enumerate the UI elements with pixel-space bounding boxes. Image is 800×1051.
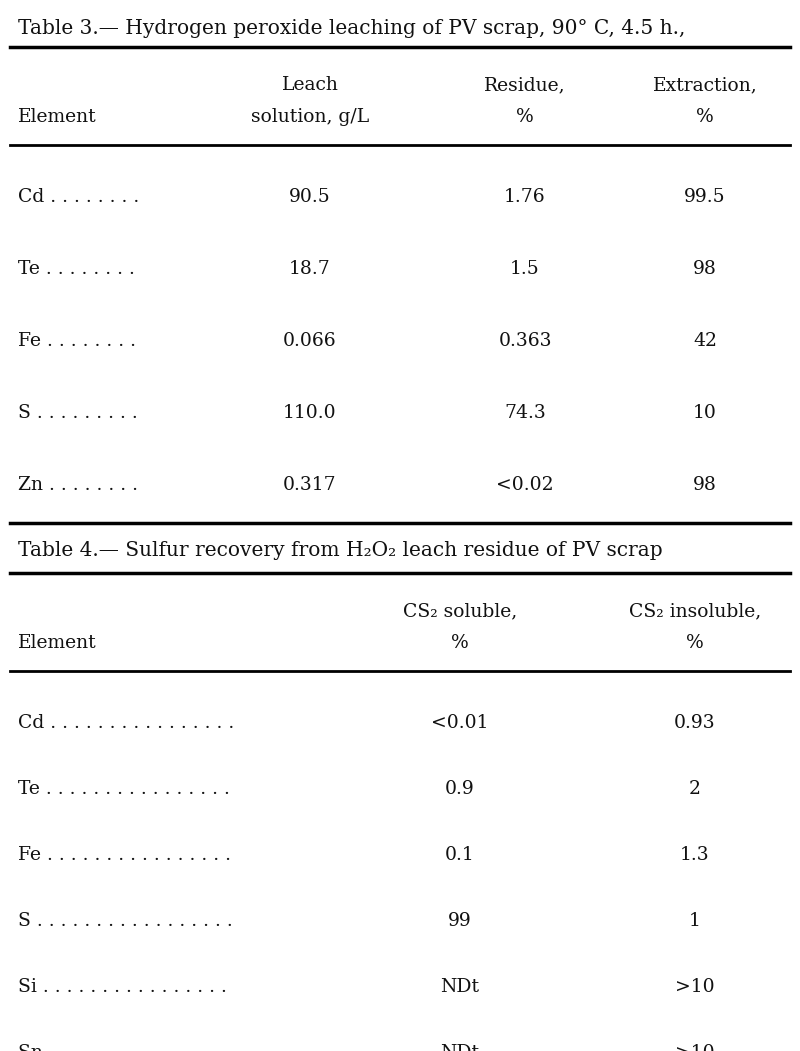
Text: 98: 98 xyxy=(693,476,717,494)
Text: S . . . . . . . . . . . . . . . . .: S . . . . . . . . . . . . . . . . . xyxy=(18,912,233,930)
Text: NDt: NDt xyxy=(441,1044,479,1051)
Text: Table 3.— Hydrogen peroxide leaching of PV scrap, 90° C, 4.5 h.,: Table 3.— Hydrogen peroxide leaching of … xyxy=(18,19,686,38)
Text: 74.3: 74.3 xyxy=(504,404,546,423)
Text: Te . . . . . . . . . . . . . . . .: Te . . . . . . . . . . . . . . . . xyxy=(18,780,230,798)
Text: Zn . . . . . . . .: Zn . . . . . . . . xyxy=(18,476,138,494)
Text: Leach: Leach xyxy=(282,76,338,94)
Text: Sn . . . . . . . . . . . . . . . .: Sn . . . . . . . . . . . . . . . . xyxy=(18,1044,233,1051)
Text: CS₂ soluble,: CS₂ soluble, xyxy=(403,602,517,620)
Text: Si . . . . . . . . . . . . . . . .: Si . . . . . . . . . . . . . . . . xyxy=(18,978,227,996)
Text: 0.066: 0.066 xyxy=(283,332,337,350)
Text: 1: 1 xyxy=(689,912,701,930)
Text: >10: >10 xyxy=(675,1044,715,1051)
Text: 0.1: 0.1 xyxy=(445,846,475,864)
Text: Residue,: Residue, xyxy=(484,76,566,94)
Text: %: % xyxy=(686,634,704,652)
Text: solution, g/L: solution, g/L xyxy=(251,108,369,126)
Text: <0.02: <0.02 xyxy=(496,476,554,494)
Text: 90.5: 90.5 xyxy=(289,188,331,206)
Text: Element: Element xyxy=(18,108,97,126)
Text: 98: 98 xyxy=(693,260,717,279)
Text: Extraction,: Extraction, xyxy=(653,76,758,94)
Text: Fe . . . . . . . .: Fe . . . . . . . . xyxy=(18,332,136,350)
Text: %: % xyxy=(451,634,469,652)
Text: S . . . . . . . . .: S . . . . . . . . . xyxy=(18,404,138,423)
Text: 0.93: 0.93 xyxy=(674,714,716,731)
Text: 0.363: 0.363 xyxy=(498,332,552,350)
Text: <0.01: <0.01 xyxy=(431,714,489,731)
Text: 1.3: 1.3 xyxy=(680,846,710,864)
Text: >10: >10 xyxy=(675,978,715,996)
Text: Te . . . . . . . .: Te . . . . . . . . xyxy=(18,260,135,279)
Text: Element: Element xyxy=(18,634,97,652)
Text: Cd . . . . . . . . . . . . . . . .: Cd . . . . . . . . . . . . . . . . xyxy=(18,714,234,731)
Text: Table 4.— Sulfur recovery from H₂O₂ leach residue of PV scrap: Table 4.— Sulfur recovery from H₂O₂ leac… xyxy=(18,541,662,560)
Text: 42: 42 xyxy=(693,332,717,350)
Text: 1.76: 1.76 xyxy=(504,188,546,206)
Text: 10: 10 xyxy=(693,404,717,423)
Text: Cd . . . . . . . .: Cd . . . . . . . . xyxy=(18,188,139,206)
Text: 110.0: 110.0 xyxy=(283,404,337,423)
Text: 2: 2 xyxy=(689,780,701,798)
Text: 18.7: 18.7 xyxy=(289,260,331,279)
Text: CS₂ insoluble,: CS₂ insoluble, xyxy=(629,602,761,620)
Text: 0.317: 0.317 xyxy=(283,476,337,494)
Text: 99: 99 xyxy=(448,912,472,930)
Text: Fe . . . . . . . . . . . . . . . .: Fe . . . . . . . . . . . . . . . . xyxy=(18,846,231,864)
Text: 0.9: 0.9 xyxy=(445,780,475,798)
Text: 1.5: 1.5 xyxy=(510,260,540,279)
Text: %: % xyxy=(696,108,714,126)
Text: %: % xyxy=(516,108,534,126)
Text: NDt: NDt xyxy=(441,978,479,996)
Text: 99.5: 99.5 xyxy=(684,188,726,206)
